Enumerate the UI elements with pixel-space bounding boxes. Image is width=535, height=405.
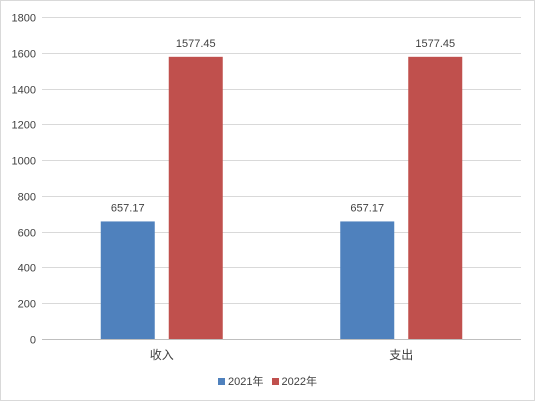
y-tick-label: 200 xyxy=(18,299,36,311)
y-tick-label: 1400 xyxy=(12,85,36,97)
data-label: 1577.45 xyxy=(176,38,216,50)
data-label: 657.17 xyxy=(111,202,145,214)
bar-1-1 xyxy=(100,221,155,339)
y-tick-label: 1800 xyxy=(12,13,36,25)
bar-2-1 xyxy=(168,56,223,340)
bar-2-2 xyxy=(408,56,463,340)
x-category-label: 支出 xyxy=(389,348,413,362)
legend-item-1: 2021年 xyxy=(218,373,264,389)
y-tick-label: 1600 xyxy=(12,49,36,61)
y-tick-label: 400 xyxy=(18,263,36,275)
chart-legend: 2021年 2022年 xyxy=(0,373,535,389)
y-tick-label: 600 xyxy=(18,228,36,240)
bar-1-2 xyxy=(340,221,395,339)
x-category-label: 收入 xyxy=(150,348,174,362)
data-label: 657.17 xyxy=(350,202,384,214)
legend-swatch xyxy=(271,377,279,385)
y-tick-label: 1200 xyxy=(12,120,36,132)
data-label: 1577.45 xyxy=(415,38,455,50)
legend-label: 2022年 xyxy=(281,376,317,388)
y-tick-label: 800 xyxy=(18,192,36,204)
legend-item-2: 2022年 xyxy=(271,373,317,389)
legend-label: 2021年 xyxy=(228,376,264,388)
y-tick-label: 1000 xyxy=(12,156,36,168)
y-tick-label: 0 xyxy=(30,335,36,347)
legend-swatch xyxy=(218,377,226,385)
